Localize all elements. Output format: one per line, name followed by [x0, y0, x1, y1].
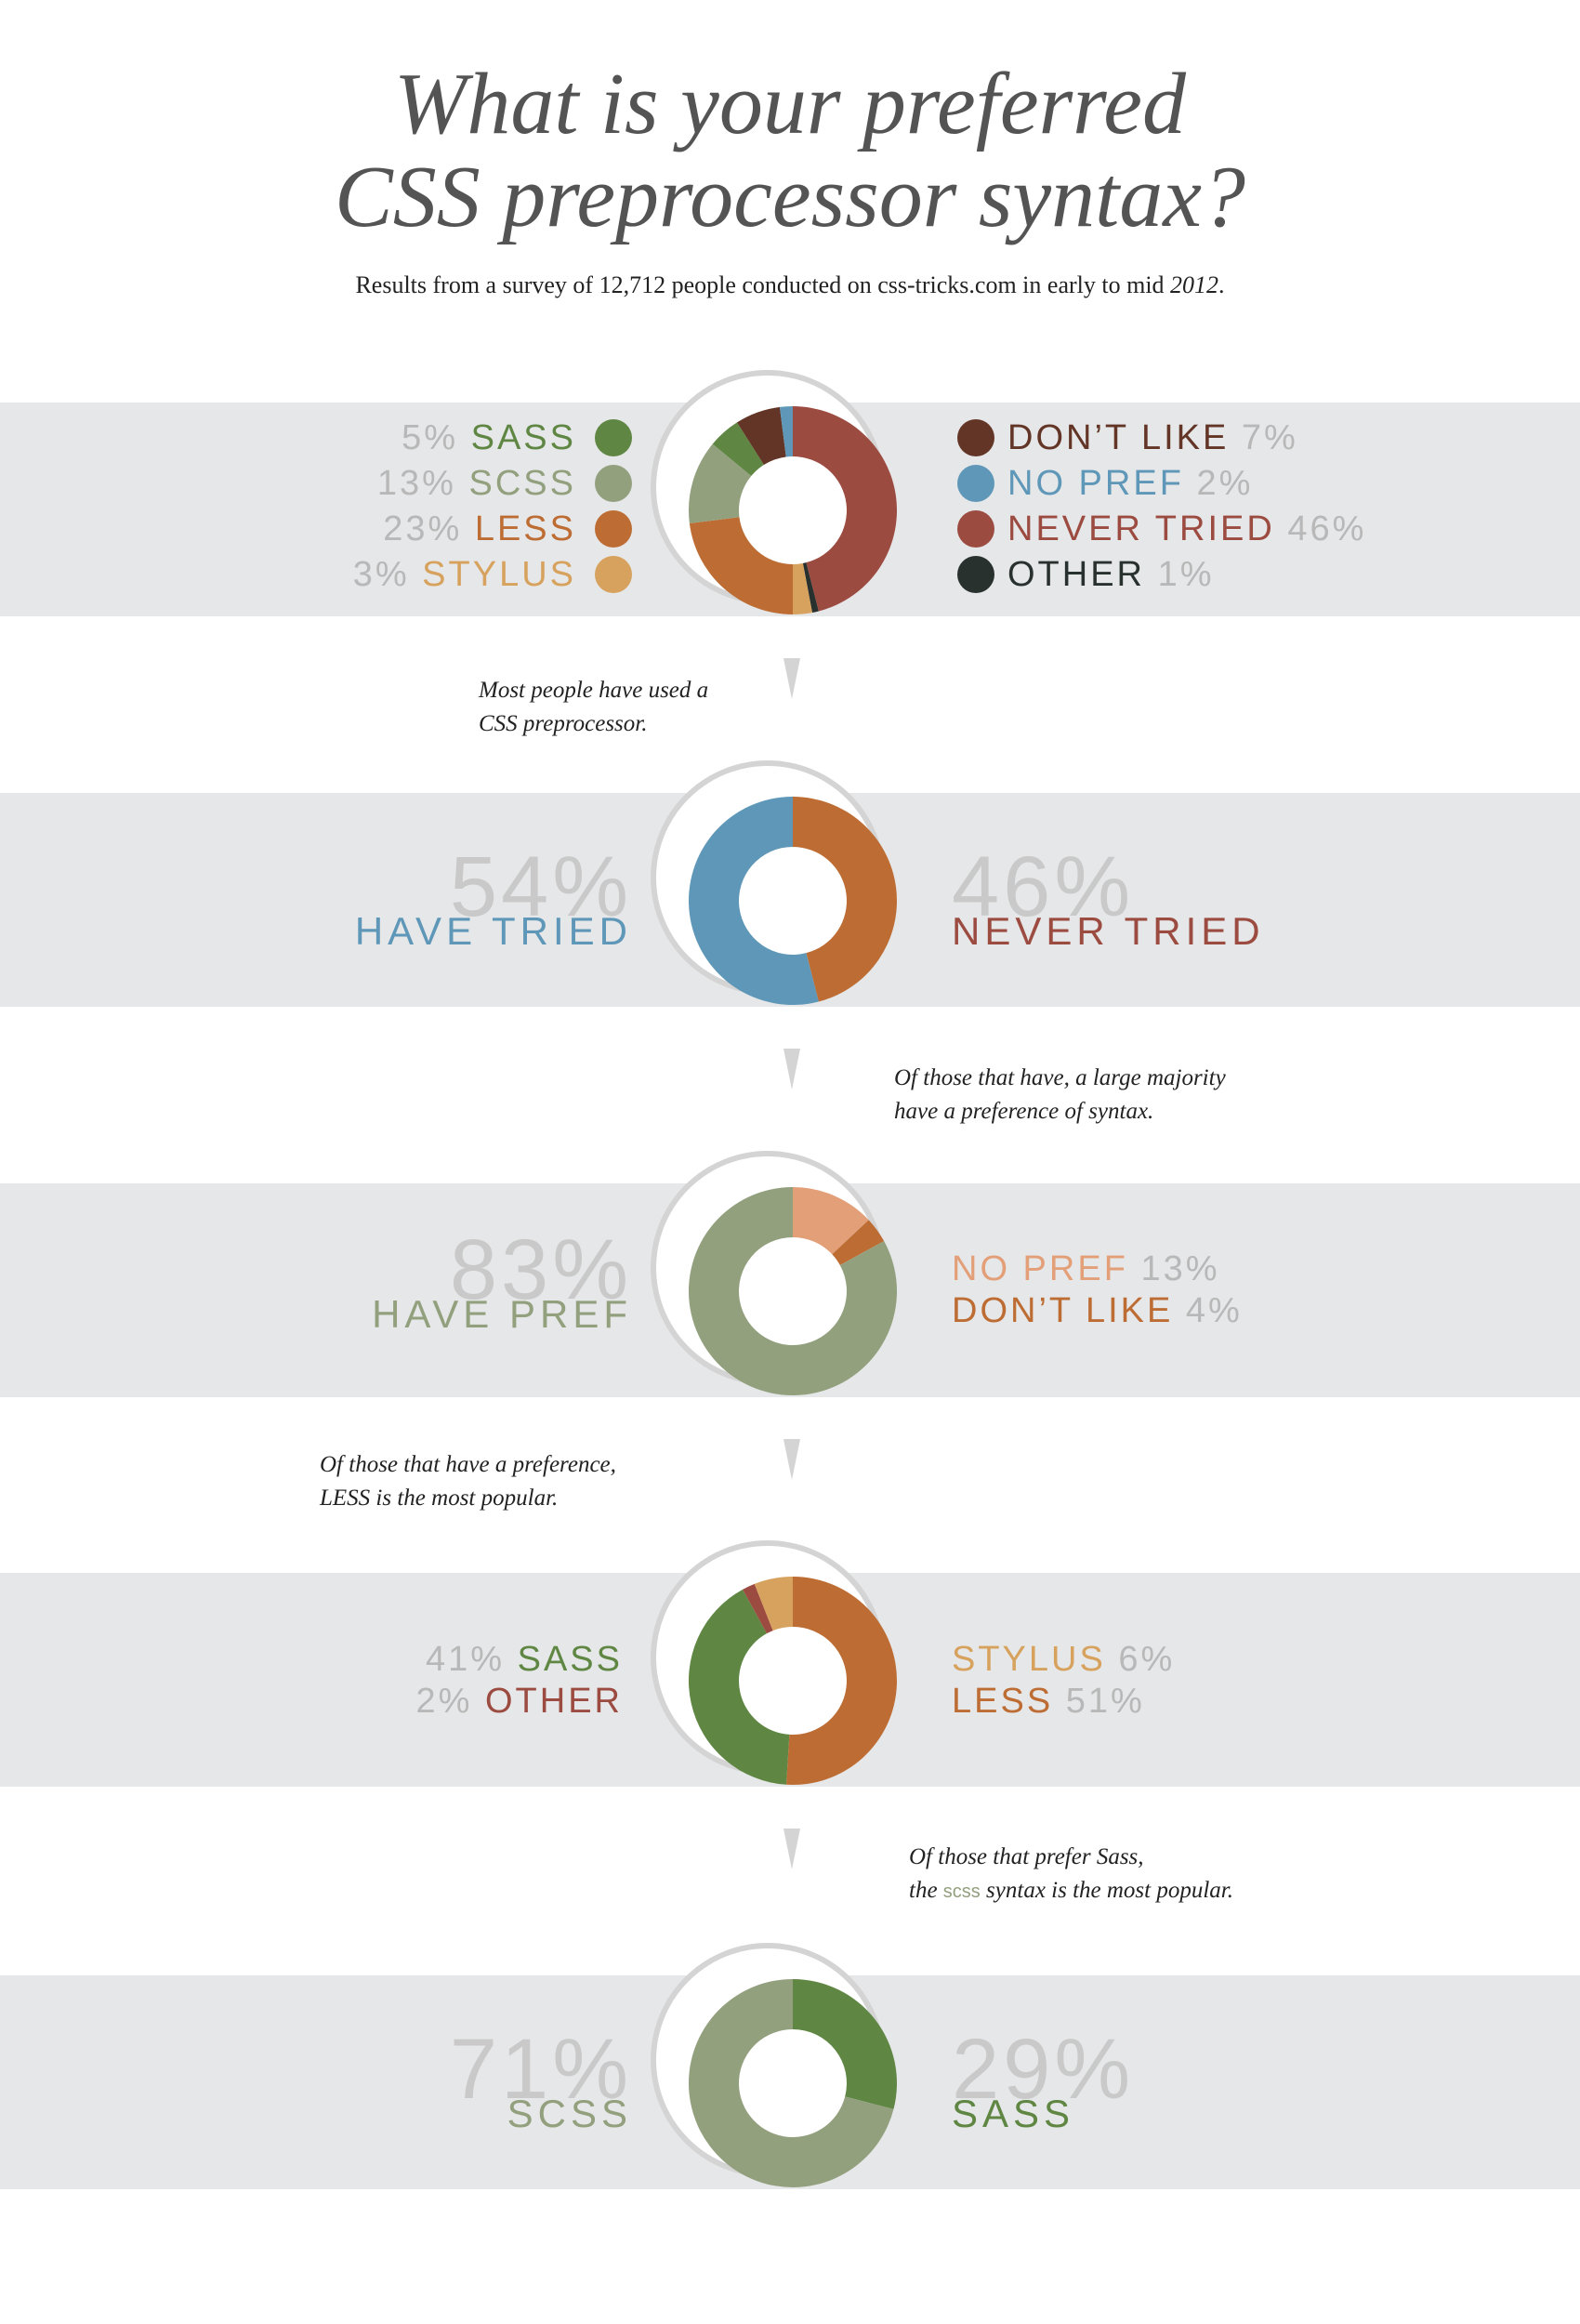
legend-dot-stylus [595, 556, 632, 593]
page-title: What is your preferred CSS preprocessor … [0, 58, 1580, 244]
legend-dot-less [595, 510, 632, 548]
donut-slice-dont-like [736, 406, 786, 466]
donut-chart-1 [689, 406, 898, 614]
legend-label: SASS [470, 418, 576, 457]
donut-slice-scss [689, 1979, 894, 2187]
donut-slice-no-pref [779, 406, 793, 457]
donut-chart-3 [689, 1187, 897, 1395]
sass-pct: 29% [952, 2022, 1135, 2117]
legend-dot-dont-like [957, 419, 994, 456]
donut-slice-sass [793, 1979, 897, 2109]
legend-item-never-tried: NEVER TRIED 46% [1007, 509, 1367, 548]
have-pref-label: HAVE PREF [372, 1292, 632, 1336]
donut-slice-less [689, 517, 793, 614]
less-item: LESS 51% [952, 1682, 1145, 1721]
legend-item-other: OTHER 1% [1007, 555, 1215, 594]
annotation-1: Most people have used a CSS preprocessor… [479, 678, 709, 736]
annotation-2: Of those that have, a large majority hav… [894, 1065, 1226, 1124]
legend-dot-other [957, 556, 994, 593]
pointer-3 [783, 1439, 800, 1480]
have-tried-pct: 54% [449, 839, 632, 934]
annotation-4: Of those that prefer Sass, the scss synt… [909, 1844, 1234, 1903]
donut-chart-5 [689, 1979, 897, 2187]
sass-item: 41% SASS [425, 1640, 623, 1679]
legend-dot-sass [595, 419, 632, 456]
annotation-3: Of those that have a preference, LESS is… [320, 1452, 616, 1511]
donut-slice-never-tried [743, 1583, 773, 1634]
donut-slice-other [802, 562, 819, 614]
legend-item-stylus: 3% STYLUS [352, 555, 576, 594]
subtitle-year: 2012 [1170, 271, 1219, 298]
donut-slice-no-pref-light [793, 1187, 869, 1255]
donut-slice-stylus [754, 1577, 793, 1631]
legend-dot-no-pref [957, 465, 994, 502]
pointer-1 [783, 658, 800, 699]
subtitle-text: Results from a survey of 12,712 people c… [355, 271, 1171, 298]
dont-like-item: DON’T LIKE 4% [952, 1291, 1243, 1330]
legend-dot-never-tried [957, 510, 994, 548]
legend-item-dont-like: DON’T LIKE 7% [1007, 418, 1298, 457]
scss-label: SCSS [507, 2092, 632, 2135]
donut-slice-sass [712, 422, 764, 477]
title-line-1: What is your preferred [394, 56, 1186, 152]
donut-slice-no-pref [689, 797, 819, 1005]
have-pref-pct: 83% [449, 1222, 632, 1317]
never-tried-pct: 46% [952, 839, 1135, 934]
subtitle-end: . [1218, 271, 1225, 298]
donut-slice-scss [689, 443, 752, 524]
stylus-item: STYLUS 6% [952, 1640, 1176, 1679]
donut-slice-scss [689, 1187, 897, 1395]
sass-label: SASS [952, 2092, 1075, 2135]
pointer-4 [783, 1829, 800, 1869]
donut-slice-stylus [793, 562, 812, 614]
have-tried-label: HAVE TRIED [354, 909, 632, 953]
scss-pct: 71% [449, 2022, 632, 2117]
donut-chart-2 [689, 797, 898, 1005]
donut-slice-less [793, 797, 898, 1002]
legend-item-scss: 13% SCSS [376, 464, 576, 503]
subtitle: Results from a survey of 12,712 people c… [0, 271, 1580, 299]
donut-slice-less [785, 1577, 897, 1785]
no-pref-item: NO PREF 13% [952, 1249, 1220, 1288]
never-tried-label: NEVER TRIED [952, 909, 1265, 953]
donut-slice-less [832, 1220, 885, 1266]
donut-slice-never-tried [793, 406, 898, 612]
pointer-2 [783, 1049, 800, 1089]
legend-item-less: 23% LESS [383, 509, 576, 548]
other-item: 2% OTHER [415, 1682, 623, 1721]
legend-item-no-pref: NO PREF 2% [1007, 464, 1254, 503]
legend-dot-scss [595, 465, 632, 502]
legend-item-sass: 5% SASS [402, 418, 576, 457]
donut-chart-4 [688, 1577, 897, 1785]
donut-slice-sass [688, 1589, 790, 1785]
title-line-2: CSS preprocessor syntax? [335, 149, 1245, 245]
